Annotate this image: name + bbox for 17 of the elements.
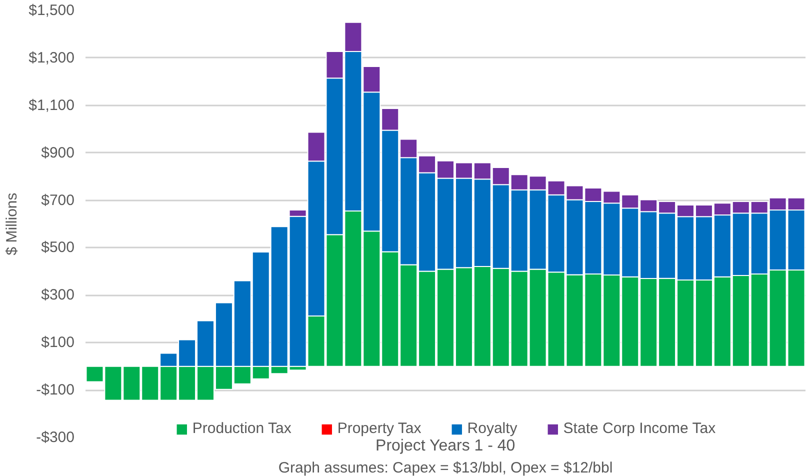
y-tick-label: $100	[41, 334, 75, 352]
y-tick-label: $1,300	[28, 49, 75, 66]
legend-label: Production Tax	[192, 420, 292, 437]
y-tick-label: $300	[41, 286, 75, 304]
x-axis-title: Project Years 1 - 40	[376, 438, 516, 454]
y-tick-label: $700	[41, 192, 75, 209]
y-tick-label: $500	[41, 239, 75, 256]
y-axis-title: $ Millions	[4, 192, 21, 256]
y-tick-label: $1,500	[28, 2, 75, 19]
text: Graph assumes: Capex = $13/bbl, Opex = $12/bbl	[278, 460, 613, 476]
legend-label: Royalty	[467, 420, 518, 437]
y-tick-label: -$300	[36, 429, 75, 446]
legend-label: State Corp Income Tax	[563, 420, 716, 437]
legend-label: Property Tax	[337, 420, 422, 437]
y-tick-label: -$100	[36, 382, 75, 399]
y-tick-label: $1,100	[28, 96, 75, 114]
y-tick-label: $900	[41, 144, 75, 162]
